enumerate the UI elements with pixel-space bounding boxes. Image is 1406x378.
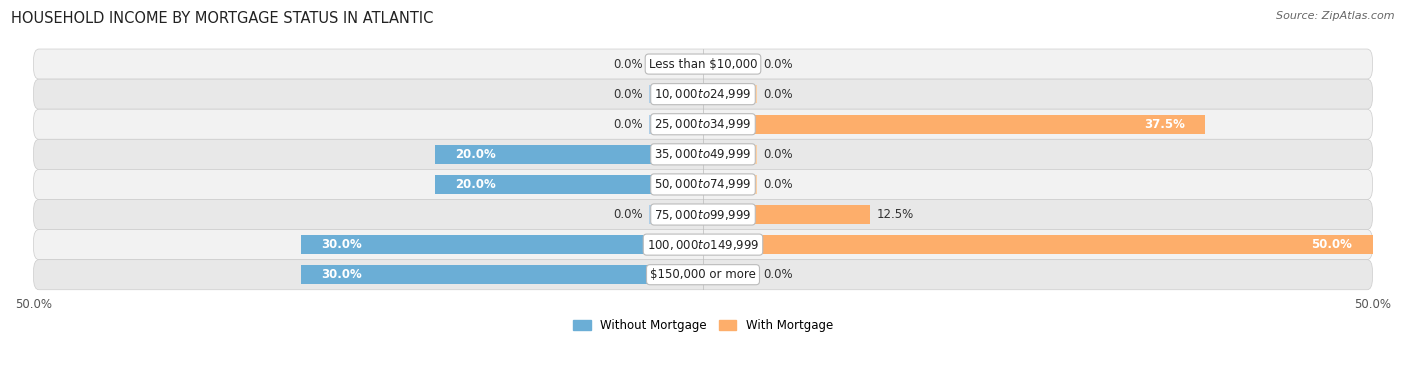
Text: 0.0%: 0.0%	[613, 118, 643, 131]
Text: 0.0%: 0.0%	[763, 57, 793, 71]
Text: 20.0%: 20.0%	[456, 178, 496, 191]
Text: 50.0%: 50.0%	[1312, 238, 1353, 251]
Text: $10,000 to $24,999: $10,000 to $24,999	[654, 87, 752, 101]
Bar	[703, 55, 756, 73]
Bar	[650, 85, 703, 104]
Text: 37.5%: 37.5%	[1144, 118, 1185, 131]
Bar	[703, 205, 870, 224]
Bar	[436, 145, 703, 164]
Bar	[301, 235, 703, 254]
FancyBboxPatch shape	[34, 260, 1372, 290]
Bar	[703, 145, 756, 164]
Text: $75,000 to $99,999: $75,000 to $99,999	[654, 208, 752, 222]
Text: HOUSEHOLD INCOME BY MORTGAGE STATUS IN ATLANTIC: HOUSEHOLD INCOME BY MORTGAGE STATUS IN A…	[11, 11, 433, 26]
Bar	[703, 265, 756, 284]
Bar	[703, 85, 756, 104]
FancyBboxPatch shape	[34, 139, 1372, 169]
Text: $100,000 to $149,999: $100,000 to $149,999	[647, 238, 759, 252]
FancyBboxPatch shape	[34, 169, 1372, 200]
Text: 20.0%: 20.0%	[456, 148, 496, 161]
FancyBboxPatch shape	[34, 79, 1372, 109]
Legend: Without Mortgage, With Mortgage: Without Mortgage, With Mortgage	[568, 314, 838, 337]
FancyBboxPatch shape	[34, 49, 1372, 79]
Text: $25,000 to $34,999: $25,000 to $34,999	[654, 117, 752, 131]
Bar	[703, 175, 756, 194]
Text: $150,000 or more: $150,000 or more	[650, 268, 756, 281]
Text: 30.0%: 30.0%	[322, 268, 363, 281]
Text: $35,000 to $49,999: $35,000 to $49,999	[654, 147, 752, 161]
Bar	[650, 205, 703, 224]
Bar	[650, 55, 703, 73]
Bar	[703, 115, 1205, 133]
Bar	[703, 235, 1372, 254]
FancyBboxPatch shape	[34, 229, 1372, 260]
Text: 0.0%: 0.0%	[763, 178, 793, 191]
FancyBboxPatch shape	[34, 109, 1372, 139]
Text: Source: ZipAtlas.com: Source: ZipAtlas.com	[1277, 11, 1395, 21]
Text: 0.0%: 0.0%	[613, 57, 643, 71]
Text: $50,000 to $74,999: $50,000 to $74,999	[654, 177, 752, 191]
Text: 0.0%: 0.0%	[613, 208, 643, 221]
Bar	[436, 175, 703, 194]
Bar	[301, 265, 703, 284]
Text: 30.0%: 30.0%	[322, 238, 363, 251]
FancyBboxPatch shape	[34, 200, 1372, 229]
Text: 0.0%: 0.0%	[613, 88, 643, 101]
Text: Less than $10,000: Less than $10,000	[648, 57, 758, 71]
Text: 0.0%: 0.0%	[763, 148, 793, 161]
Text: 0.0%: 0.0%	[763, 268, 793, 281]
Text: 12.5%: 12.5%	[877, 208, 914, 221]
Text: 0.0%: 0.0%	[763, 88, 793, 101]
Bar	[650, 115, 703, 133]
